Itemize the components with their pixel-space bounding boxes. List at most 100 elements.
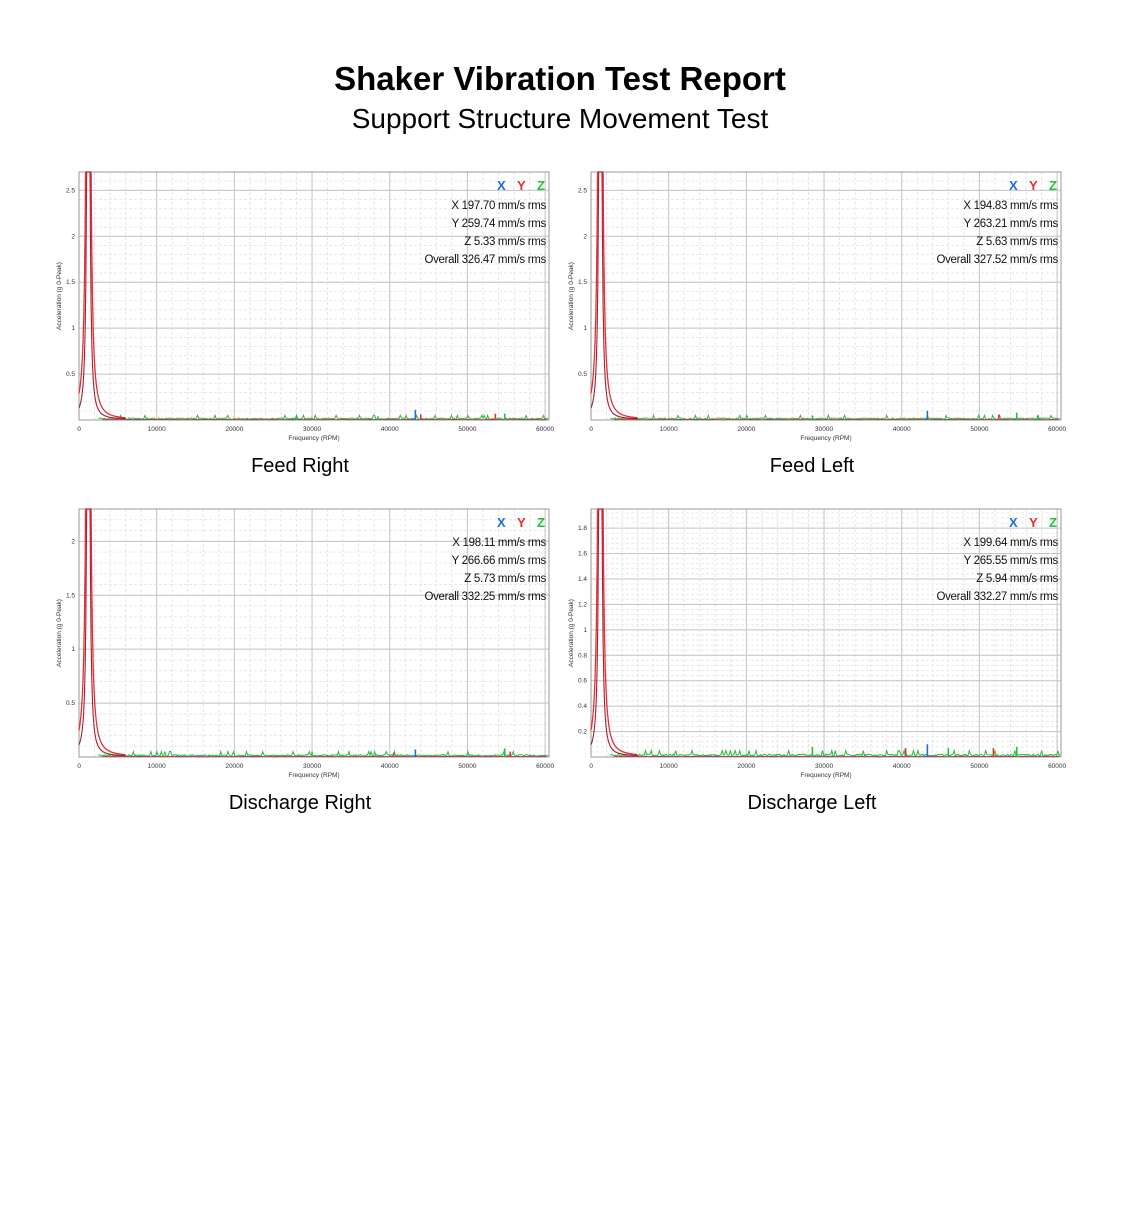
x-tick-label: 0 <box>77 426 81 433</box>
series-x-peak <box>78 508 126 757</box>
x-tick-label: 40000 <box>893 763 911 770</box>
stat-line: X 199.64 mm/s rms <box>963 537 1058 549</box>
x-tick-label: 0 <box>77 763 81 770</box>
legend-y: Y <box>1029 178 1038 193</box>
x-tick-label: 30000 <box>303 763 321 770</box>
legend-y: Y <box>1029 515 1038 530</box>
y-tick-label: 2 <box>583 233 587 240</box>
y-tick-label: 2.5 <box>578 187 587 194</box>
plot-frame <box>78 171 550 421</box>
x-tick-label: 40000 <box>381 763 399 770</box>
report-subtitle: Support Structure Movement Test <box>351 103 769 134</box>
series-y-line <box>102 418 547 421</box>
chart-caption: Feed Left <box>769 455 855 477</box>
y-tick-label: 1.5 <box>66 279 75 286</box>
stat-line: Overall 332.25 mm/s rms <box>424 591 546 603</box>
y-tick-label: 1 <box>71 646 75 653</box>
stat-line: Overall 327.52 mm/s rms <box>936 254 1058 266</box>
chart-panel-discharge-right: 0 10000 20000 30000 40000 50000 60000 0.5 1 1.5 2 F… <box>50 505 562 825</box>
legend-y: Y <box>517 515 526 530</box>
x-tick-label: 30000 <box>815 426 833 433</box>
stat-line: X 197.70 mm/s rms <box>451 200 546 212</box>
legend-x: X <box>497 515 506 530</box>
chart-caption: Discharge Left <box>747 792 877 814</box>
chart-svg: 0 10000 20000 30000 40000 50000 60000 0.5 1 1.5 2 2… <box>568 171 1067 442</box>
y-tick-label: 0.6 <box>578 678 587 685</box>
x-tick-label: 60000 <box>536 426 554 433</box>
x-tick-label: 20000 <box>225 763 243 770</box>
y-tick-label: 0.5 <box>66 700 75 707</box>
y-tick-label: 1.6 <box>578 551 587 558</box>
x-axis-label: Frequency (RPM) <box>288 772 339 779</box>
x-tick-label: 40000 <box>381 426 399 433</box>
y-tick-label: 0.8 <box>578 652 587 659</box>
x-tick-label: 0 <box>589 426 593 433</box>
y-tick-label: 1.5 <box>66 592 75 599</box>
chart-caption: Feed Right <box>251 455 349 477</box>
x-tick-label: 20000 <box>737 763 755 770</box>
series-x-peak <box>78 171 126 420</box>
x-tick-label: 60000 <box>1048 763 1066 770</box>
stat-line: Z 5.73 mm/s rms <box>464 573 546 585</box>
y-axis-label: Acceleration (g 0-Peak) <box>568 262 575 330</box>
y-tick-label: 1.4 <box>578 576 587 583</box>
stat-line: Y 259.74 mm/s rms <box>452 218 547 230</box>
x-tick-label: 0 <box>589 763 593 770</box>
series-y-line <box>614 755 1059 758</box>
x-tick-label: 50000 <box>458 763 476 770</box>
legend-z: Z <box>1049 515 1057 530</box>
y-tick-label: 0.5 <box>578 371 587 378</box>
stat-line: X 198.11 mm/s rms <box>452 537 546 549</box>
stat-line: Overall 326.47 mm/s rms <box>424 254 546 266</box>
x-tick-label: 60000 <box>536 763 554 770</box>
legend-x: X <box>497 178 506 193</box>
series-z-line <box>98 749 549 758</box>
y-tick-label: 0.2 <box>578 729 587 736</box>
plot-area <box>591 509 1061 757</box>
x-tick-label: 10000 <box>148 426 166 433</box>
stat-line: Y 265.55 mm/s rms <box>964 555 1059 567</box>
stat-line: Overall 332.27 mm/s rms <box>936 591 1058 603</box>
series-x-peak <box>590 508 638 757</box>
chart-svg: 0 10000 20000 30000 40000 50000 60000 0.5 1 1.5 2 F… <box>56 508 555 779</box>
y-tick-label: 1 <box>71 325 75 332</box>
x-tick-label: 20000 <box>225 426 243 433</box>
legend-z: Z <box>1049 178 1057 193</box>
x-tick-label: 10000 <box>660 426 678 433</box>
plot-area <box>591 172 1061 420</box>
stat-line: Y 263.21 mm/s rms <box>964 218 1059 230</box>
chart-svg: 0 10000 20000 30000 40000 50000 60000 0.5 1 1.5 2 2… <box>56 171 555 442</box>
legend-z: Z <box>537 178 545 193</box>
x-axis-label: Frequency (RPM) <box>800 772 851 779</box>
y-tick-label: 1 <box>583 325 587 332</box>
y-tick-label: 2.5 <box>66 187 75 194</box>
y-axis-label: Acceleration (g 0-Peak) <box>56 262 63 330</box>
chart-svg: 0 10000 20000 30000 40000 50000 60000 0.2 0.4 0.6… <box>568 508 1067 779</box>
x-tick-label: 60000 <box>1048 426 1066 433</box>
y-tick-label: 2 <box>71 233 75 240</box>
legend-x: X <box>1009 515 1018 530</box>
y-tick-label: 1.8 <box>578 525 587 532</box>
y-tick-label: 2 <box>71 538 75 545</box>
x-tick-label: 10000 <box>660 763 678 770</box>
x-tick-label: 50000 <box>970 426 988 433</box>
x-tick-label: 30000 <box>815 763 833 770</box>
chart-panel-feed-right: 0 10000 20000 30000 40000 50000 60000 0.5 1 1.5 2 2… <box>50 168 562 488</box>
x-axis-label: Frequency (RPM) <box>288 435 339 442</box>
stat-line: Z 5.33 mm/s rms <box>464 236 546 248</box>
chart-caption: Discharge Right <box>228 792 372 814</box>
x-tick-label: 30000 <box>303 426 321 433</box>
y-tick-label: 1 <box>583 627 587 634</box>
stat-line: Z 5.63 mm/s rms <box>976 236 1058 248</box>
y-tick-label: 0.4 <box>578 703 587 710</box>
x-tick-label: 50000 <box>458 426 476 433</box>
y-tick-label: 1.2 <box>578 601 587 608</box>
plot-area <box>79 509 549 757</box>
series-z-line <box>610 748 1061 757</box>
stat-line: Z 5.94 mm/s rms <box>976 573 1058 585</box>
y-axis-label: Acceleration (g 0-Peak) <box>568 599 575 667</box>
y-tick-label: 0.5 <box>66 371 75 378</box>
x-axis-label: Frequency (RPM) <box>800 435 851 442</box>
legend-z: Z <box>537 515 545 530</box>
plot-area <box>79 172 549 420</box>
